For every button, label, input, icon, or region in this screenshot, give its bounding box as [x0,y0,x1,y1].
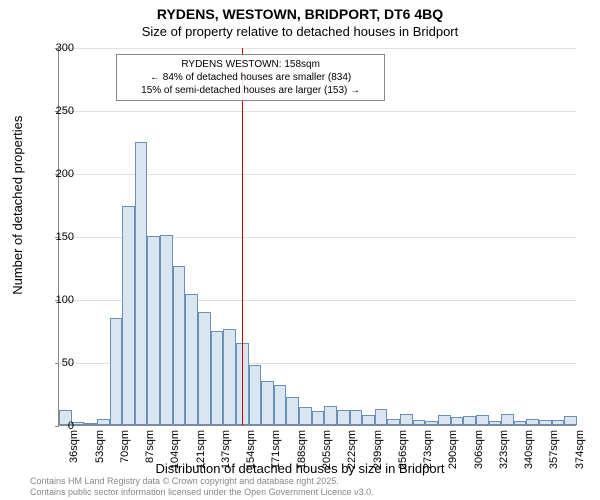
page-title: RYDENS, WESTOWN, BRIDPORT, DT6 4BQ [0,0,600,22]
ytick-label: 100 [44,294,74,306]
histogram-bar [249,365,262,425]
xtick-label: 121sqm [195,430,207,469]
histogram-bar [261,381,274,425]
histogram-bar [476,415,489,425]
gridline [59,111,576,112]
histogram-bar [211,331,224,426]
histogram-bar [299,407,312,425]
histogram-bar [274,385,287,425]
histogram-bar [463,416,476,425]
histogram-bar [223,329,236,425]
chart-area: RYDENS WESTOWN: 158sqm← 84% of detached … [58,48,576,426]
xtick-label: 306sqm [473,430,485,469]
y-axis-title: Number of detached properties [10,116,25,295]
histogram-bar [413,420,426,425]
ytick-label: 300 [44,42,74,54]
histogram-bar [337,410,350,425]
xtick-label: 188sqm [296,430,308,469]
histogram-bar [501,414,514,425]
xtick-label: 290sqm [447,430,459,469]
xtick-label: 53sqm [94,430,106,463]
histogram-bar [489,421,502,425]
ytick-label: 50 [44,357,74,369]
xtick-label: 104sqm [169,430,181,469]
histogram-bar [135,142,148,426]
xtick-label: 256sqm [397,430,409,469]
xtick-label: 36sqm [68,430,80,463]
marker-line [242,48,243,425]
annotation-line: RYDENS WESTOWN: 158sqm [123,58,378,71]
footer-attribution: Contains HM Land Registry data © Crown c… [30,476,374,498]
histogram-bar [312,411,325,425]
page-subtitle: Size of property relative to detached ho… [0,24,600,39]
histogram-bar [400,414,413,425]
ytick-label: 150 [44,231,74,243]
histogram-bar [110,318,123,425]
histogram-bar [198,312,211,425]
histogram-bar [97,419,110,425]
histogram-bar [173,266,186,425]
xtick-label: 239sqm [372,430,384,469]
histogram-bar [122,206,135,425]
xtick-label: 374sqm [574,430,586,469]
histogram-bar [160,235,173,425]
histogram-bar [539,420,552,425]
xtick-label: 222sqm [346,430,358,469]
histogram-bar [375,409,388,425]
ytick-label: 250 [44,105,74,117]
histogram-bar [147,236,160,425]
xtick-label: 323sqm [498,430,510,469]
xtick-label: 70sqm [119,430,131,463]
xtick-label: 273sqm [422,430,434,469]
annotation-line: 15% of semi-detached houses are larger (… [123,84,378,97]
histogram-bar [324,406,337,425]
histogram-bar [514,421,527,425]
histogram-bar [552,420,565,425]
histogram-bar [362,415,375,425]
xtick-label: 171sqm [270,430,282,469]
xtick-label: 357sqm [548,430,560,469]
xtick-label: 137sqm [220,430,232,469]
annotation-box: RYDENS WESTOWN: 158sqm← 84% of detached … [116,54,385,101]
histogram-bar [438,415,451,425]
histogram-bar [350,410,363,425]
xtick-label: 340sqm [523,430,535,469]
histogram-bar [425,421,438,425]
histogram-bar [185,294,198,425]
annotation-line: ← 84% of detached houses are smaller (83… [123,71,378,84]
gridline [59,48,576,49]
histogram-bar [526,419,539,425]
xtick-label: 154sqm [245,430,257,469]
ytick-label: 200 [44,168,74,180]
footer-line1: Contains HM Land Registry data © Crown c… [30,476,374,487]
plot-area: RYDENS WESTOWN: 158sqm← 84% of detached … [58,48,576,426]
histogram-bar [451,417,464,425]
xtick-label: 87sqm [144,430,156,463]
footer-line2: Contains public sector information licen… [30,487,374,498]
histogram-bar [84,423,97,425]
histogram-bar [564,416,577,425]
xtick-label: 205sqm [321,430,333,469]
histogram-bar [286,397,299,425]
histogram-bar [387,419,400,425]
